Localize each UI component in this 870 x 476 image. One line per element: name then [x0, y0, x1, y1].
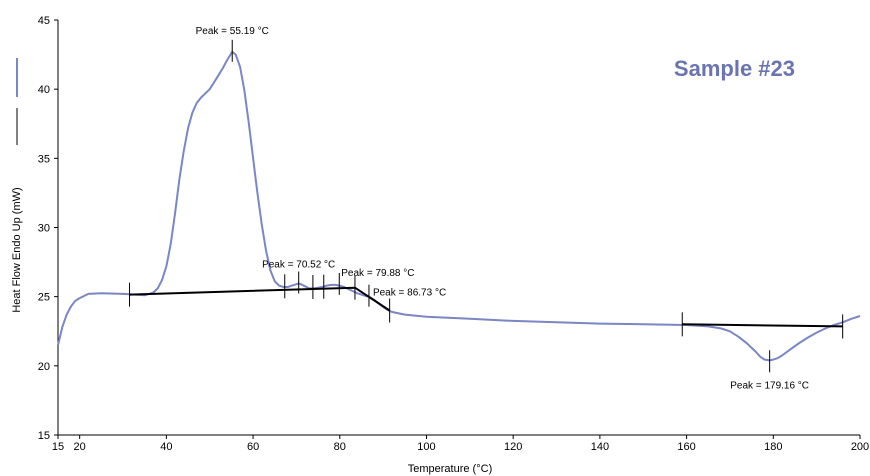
x-tick-label: 120: [504, 441, 522, 453]
x-tick-label: 200: [851, 441, 869, 453]
x-tick-label: 15: [52, 441, 64, 453]
y-tick-label: 45: [38, 15, 50, 27]
x-tick-label: 160: [677, 441, 695, 453]
x-tick-label: 140: [591, 441, 609, 453]
x-axis-title: Temperature (°C): [408, 463, 492, 475]
y-axis-title: Heat Flow Endo Up (mW): [11, 187, 23, 312]
y-axis-title-group: Heat Flow Endo Up (mW): [11, 187, 23, 312]
x-tick-label: 80: [334, 441, 346, 453]
y-tick-label: 15: [38, 430, 50, 442]
y-tick-label: 35: [38, 153, 50, 165]
integration-baseline: [682, 323, 843, 328]
y-tick-label: 25: [38, 292, 50, 304]
chart-axes: [57, 20, 860, 436]
y-tick-label: 40: [38, 84, 50, 96]
peak-label: Peak = 86.73 °C: [373, 288, 446, 299]
peak-label: Peak = 70.52 °C: [262, 260, 335, 271]
x-tick-label: 100: [417, 441, 435, 453]
heat-flow-curve: [57, 50, 861, 362]
chart-ticks: 15 20 25 30 35 40 45 15 20 40 60 80 100 120 140 160 180 2…: [38, 15, 869, 453]
chart-annotations: Peak = 55.19 °C Peak = 70.52 °C Peak = 79.…: [129, 26, 844, 391]
peak-label: Peak = 179.16 °C: [730, 380, 809, 391]
x-tick-label: 60: [247, 441, 259, 453]
chart-plot-area: [57, 50, 861, 362]
x-tick-label: 20: [74, 441, 86, 453]
peak-label: Peak = 79.88 °C: [341, 268, 414, 279]
y-tick-label: 20: [38, 361, 50, 373]
y-tick-label: 30: [38, 223, 50, 235]
x-tick-label: 40: [160, 441, 172, 453]
peak-label: Peak = 55.19 °C: [196, 26, 269, 37]
chart-title: Sample #23: [674, 56, 795, 81]
x-tick-label: 180: [764, 441, 782, 453]
